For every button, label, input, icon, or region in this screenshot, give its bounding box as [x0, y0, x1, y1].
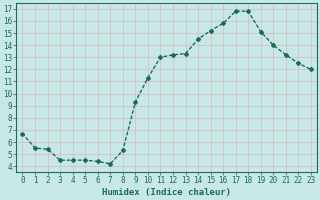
X-axis label: Humidex (Indice chaleur): Humidex (Indice chaleur)	[102, 188, 231, 197]
